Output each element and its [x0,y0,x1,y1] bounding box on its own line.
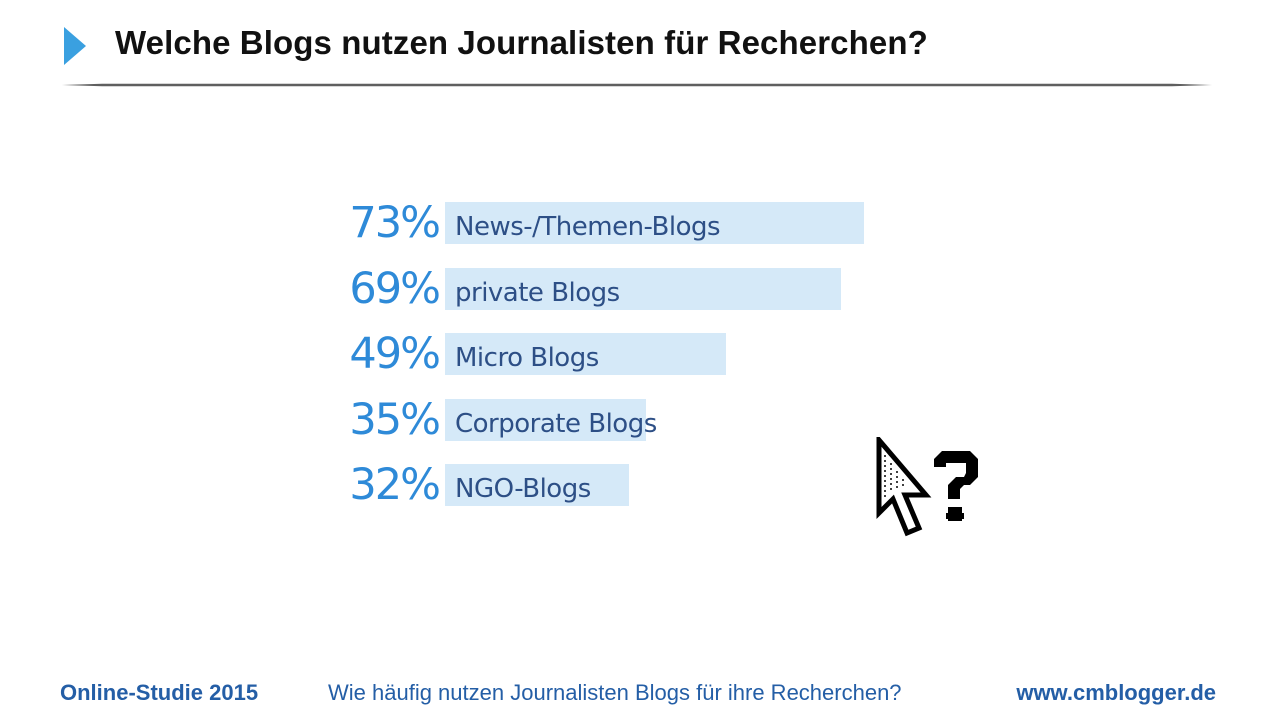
cursor-question-icon [876,437,978,537]
bar-category-label: private Blogs [455,278,620,308]
bar-category-label: NGO-Blogs [455,474,591,504]
bar-value-label: 35% [349,395,441,445]
footer-question: Wie häufig nutzen Journalisten Blogs für… [328,680,902,705]
bar-value-label: 49% [349,329,441,379]
bar-category-label: Corporate Blogs [455,409,657,439]
title-divider [62,83,1212,87]
footer-website-link[interactable]: www.cmblogger.de [1016,680,1216,705]
bar-value-label: 69% [349,264,441,314]
bar-value-label: 32% [349,460,441,510]
bar [445,399,646,441]
slide-marker-icon [64,27,86,65]
bar-value-label: 73% [349,198,441,248]
slide-title: Welche Blogs nutzen Journalisten für Rec… [115,24,928,61]
bar [445,464,629,506]
bar [445,202,864,244]
bar [445,333,726,375]
bar-category-label: Micro Blogs [455,343,599,373]
footer-study-label: Online-Studie 2015 [60,680,259,705]
bar-category-label: News-/Themen-Blogs [455,212,721,242]
bar [445,268,841,310]
